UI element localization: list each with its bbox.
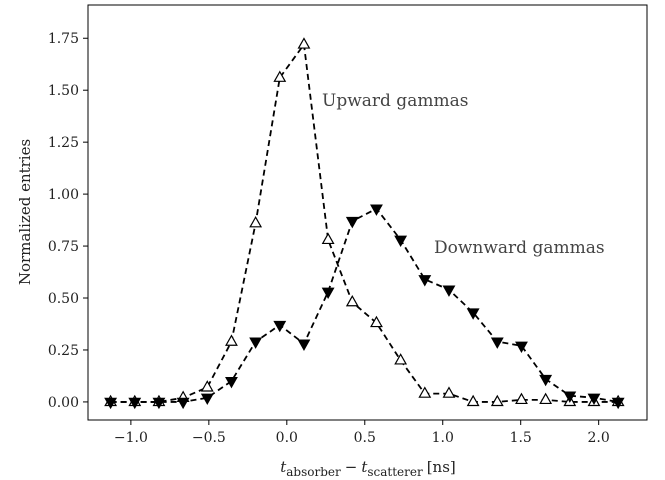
marker xyxy=(273,320,287,333)
annotation: Downward gammas xyxy=(434,238,605,258)
y-tick-label: 0.00 xyxy=(48,395,79,411)
marker xyxy=(200,393,214,405)
y-tick-label: 1.25 xyxy=(48,135,79,151)
marker xyxy=(225,334,238,346)
marker xyxy=(273,70,287,82)
y-tick-label: 0.50 xyxy=(48,291,79,307)
marker xyxy=(418,386,432,398)
y-tick-label: 1.75 xyxy=(48,31,79,47)
marker xyxy=(611,397,625,410)
marker xyxy=(321,232,335,245)
annotation: Upward gammas xyxy=(322,91,468,111)
marker xyxy=(297,339,311,351)
y-axis-label: Normalized entries xyxy=(16,139,34,285)
marker xyxy=(442,386,456,398)
marker xyxy=(563,391,577,403)
plot-frame xyxy=(87,4,648,421)
marker xyxy=(394,353,408,365)
marker xyxy=(370,315,383,328)
x-tick-label: 1.0 xyxy=(432,430,454,446)
marker xyxy=(345,216,359,229)
x-label-part: − xyxy=(345,458,358,476)
marker xyxy=(490,337,504,349)
y-tick-label: 0.75 xyxy=(48,239,79,255)
x-label-part: scatterer xyxy=(367,465,423,479)
marker xyxy=(370,204,383,216)
marker xyxy=(394,235,408,248)
marker xyxy=(104,397,118,410)
marker xyxy=(128,397,142,410)
marker xyxy=(418,275,432,287)
marker xyxy=(539,392,553,405)
y-tick-label: 1.00 xyxy=(48,187,79,203)
x-tick-label: −1.0 xyxy=(114,430,148,446)
y-tick-label: 1.50 xyxy=(48,83,79,99)
x-label-part: t xyxy=(361,458,368,476)
marker xyxy=(587,393,601,405)
marker xyxy=(176,397,190,410)
marker xyxy=(200,380,214,392)
marker xyxy=(249,337,263,349)
x-tick-label: 2.0 xyxy=(588,430,610,446)
x-tick-label: 0.5 xyxy=(354,430,376,446)
marker xyxy=(466,308,480,320)
x-label-part: t xyxy=(280,458,287,476)
marker xyxy=(152,397,166,410)
marker xyxy=(515,341,528,354)
marker xyxy=(321,287,335,300)
series-line xyxy=(110,207,619,403)
marker xyxy=(490,394,504,407)
series-line xyxy=(110,42,619,403)
y-tick-label: 0.25 xyxy=(48,343,79,359)
x-tick-label: 1.5 xyxy=(510,430,532,446)
marker xyxy=(297,37,311,49)
marker xyxy=(225,376,238,389)
x-tick-label: 0.0 xyxy=(276,430,298,446)
x-axis-label: tabsorber − tscatterer [ns] xyxy=(280,458,456,479)
marker xyxy=(539,374,553,387)
marker xyxy=(515,392,528,405)
marker xyxy=(442,285,456,297)
marker xyxy=(345,294,359,307)
marker xyxy=(466,394,480,407)
x-label-part: absorber xyxy=(286,465,341,479)
marker xyxy=(249,215,263,228)
x-tick-label: −0.5 xyxy=(192,430,226,446)
x-label-part: [ns] xyxy=(427,458,456,476)
